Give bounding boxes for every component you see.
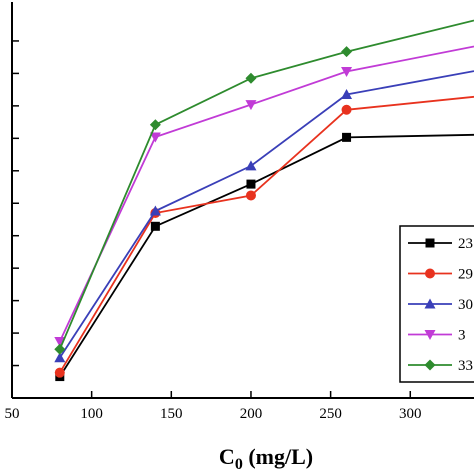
x-axis-title: C0 (mg/L) [219,444,313,473]
x-tick-label-0: 50 [5,406,20,422]
x-tick-label-4: 250 [319,406,342,422]
x-tick-label-1: 100 [80,406,103,422]
series-0-point-1 [150,221,160,231]
series-4-point-0 [54,343,66,355]
x-axis-title-main: C [219,444,235,469]
legend-label-3: 3 [458,328,466,344]
axes: 50 100 150 200 250 300 [5,2,474,422]
x-tick-label-3: 200 [240,406,263,422]
series-3-point-1 [149,132,161,143]
series-2-point-2 [245,160,257,171]
series-0-point-2 [246,179,256,189]
series-2-point-3 [341,89,353,100]
x-tick-label-2: 150 [160,406,183,422]
x-tick-label-5: 300 [399,406,422,422]
series-4-point-3 [341,46,353,58]
legend-label-4: 33 [458,358,473,374]
series-4 [54,19,474,355]
series-3-point-0 [54,337,66,348]
series-3 [54,45,474,348]
legend-marker-2 [424,298,436,309]
legend-label-1: 29 [458,267,473,283]
series-4-point-1 [149,119,161,131]
x-axis-title-subscript: 0 [235,456,243,473]
series-3-point-3 [341,66,353,77]
legend-marker-3 [424,330,436,340]
series-1-point-2 [245,190,256,201]
series-2-point-1 [149,205,161,216]
legend-label-2: 30 [458,297,473,313]
legend-marker-1 [425,268,435,279]
series-2-point-0 [54,352,66,363]
series-layer [54,19,474,382]
legend-marker-0 [425,238,435,248]
series-4-point-2 [245,72,257,84]
x-axis-title-unit: (mg/L) [243,444,313,469]
series-0-point-3 [342,132,352,142]
series-1-point-0 [54,367,65,378]
series-1-point-3 [341,104,352,115]
legend-marker-4 [424,359,436,371]
series-2 [54,70,474,363]
legend-label-0: 23 [458,236,473,252]
series-3-point-2 [245,100,257,111]
